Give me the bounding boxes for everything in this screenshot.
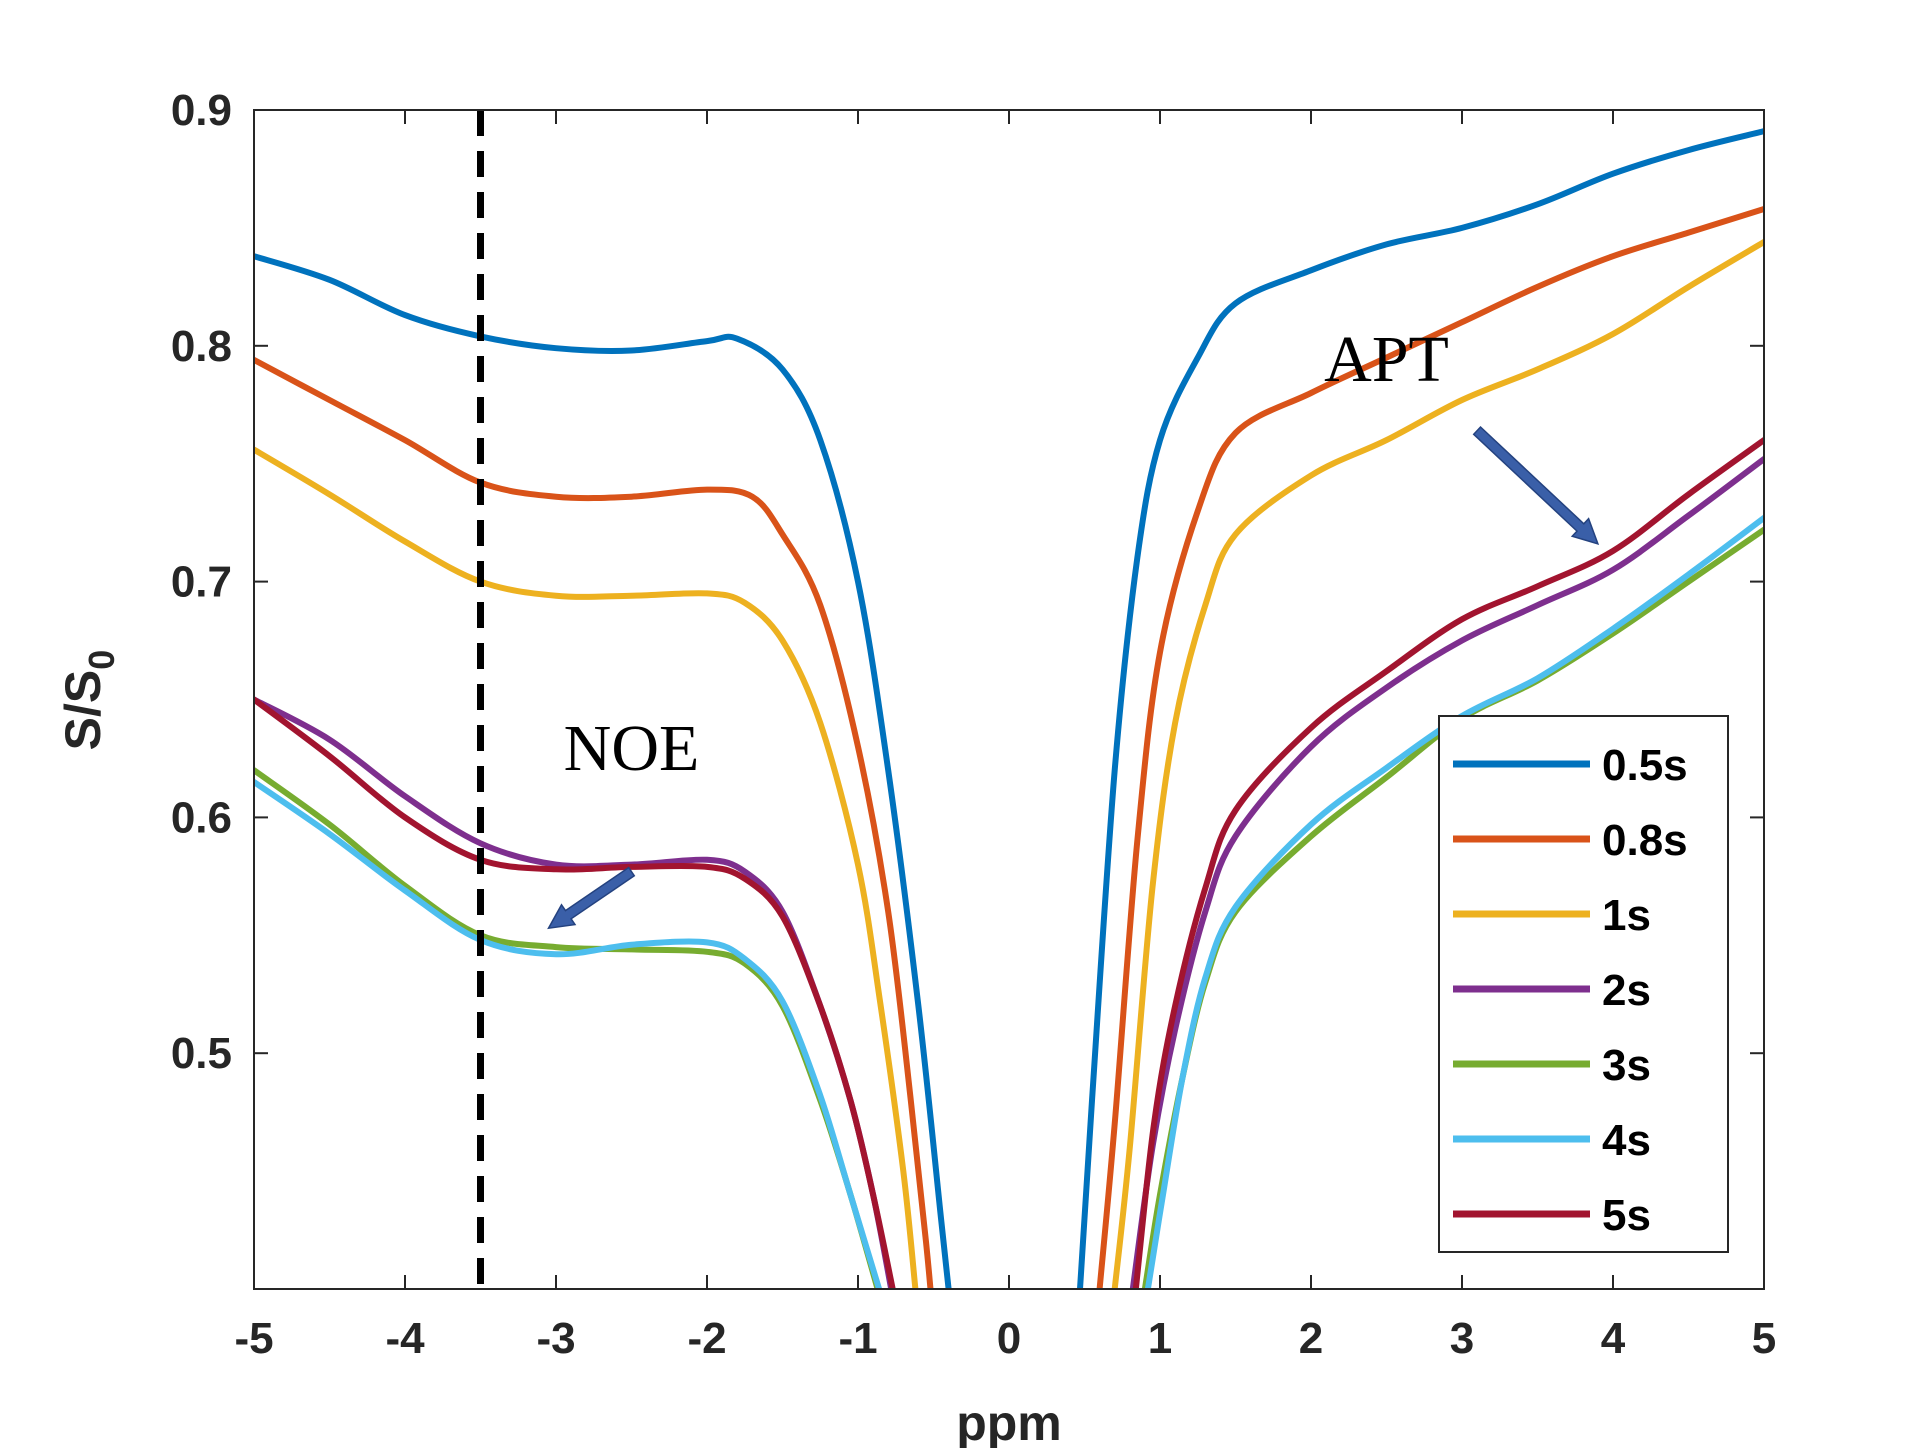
- series-line-5s-left: [254, 696, 896, 1289]
- y-tick-labels: 0.5 0.6 0.7 0.8 0.9: [171, 86, 232, 1078]
- series-line-4s-right: [1144, 514, 1764, 1289]
- x-tick-label: 2: [1299, 1314, 1323, 1363]
- x-tick-label: -3: [536, 1314, 575, 1363]
- apt-arrow-shape: [1472, 425, 1600, 546]
- y-tick-label: 0.9: [171, 86, 232, 135]
- y-tick-label: 0.6: [171, 793, 232, 842]
- y-axis-label-main: S/S: [55, 670, 111, 751]
- series-layer: [254, 128, 1764, 1289]
- x-tick-label: -4: [385, 1314, 425, 1363]
- legend-label-1s: 1s: [1602, 891, 1651, 940]
- series-line-2s-right: [1129, 456, 1764, 1289]
- x-tick-label: 3: [1450, 1314, 1474, 1363]
- y-tick-label: 0.5: [171, 1029, 232, 1078]
- series-line-1s-right: [1111, 239, 1764, 1289]
- y-tick-label: 0.8: [171, 322, 232, 371]
- y-axis-label: S/S0: [55, 650, 122, 751]
- x-tick-label: -5: [234, 1314, 273, 1363]
- annotation-layer: NOE APT: [547, 323, 1600, 930]
- noe-annotation-label: NOE: [564, 712, 700, 785]
- series-line-5s-right: [1132, 437, 1764, 1289]
- legend-label-4s: 4s: [1602, 1116, 1651, 1165]
- legend-box: [1438, 715, 1729, 1253]
- legend-label-5s: 5s: [1602, 1191, 1651, 1240]
- x-tick-labels: -5 -4 -3 -2 -1 0 1 2 3 4 5: [234, 1314, 1776, 1363]
- series-line-0.8s-right: [1096, 206, 1764, 1289]
- legend-label-3s: 3s: [1602, 1041, 1651, 1090]
- x-axis-label: ppm: [956, 1395, 1062, 1448]
- x-tick-label: 0: [997, 1314, 1021, 1363]
- legend-label-2s: 2s: [1602, 966, 1651, 1015]
- noe-arrow-shape: [547, 866, 636, 930]
- y-tick-label: 0.7: [171, 558, 232, 607]
- x-tick-label: -1: [838, 1314, 877, 1363]
- series-line-0.8s-left: [254, 356, 934, 1289]
- legend-label-0.8s: 0.8s: [1602, 816, 1688, 865]
- series-line-0.5s-left: [254, 253, 952, 1289]
- apt-annotation-label: APT: [1324, 323, 1449, 396]
- noe-arrow: [547, 866, 636, 930]
- x-tick-label: -2: [687, 1314, 726, 1363]
- x-tick-label: 1: [1148, 1314, 1172, 1363]
- y-axis-label-subscript: 0: [81, 650, 122, 670]
- tick-layer: [253, 109, 1765, 1289]
- apt-arrow: [1472, 425, 1600, 546]
- legend-label-0.5s: 0.5s: [1602, 741, 1688, 790]
- series-line-1s-left: [254, 446, 919, 1289]
- legend: 0.5s 0.8s 1s 2s 3s 4s 5s: [1438, 715, 1729, 1253]
- x-tick-label: 5: [1752, 1314, 1776, 1363]
- series-line-0.5s-right: [1077, 128, 1764, 1289]
- series-line-4s-left: [254, 779, 883, 1289]
- x-tick-label: 4: [1601, 1314, 1626, 1363]
